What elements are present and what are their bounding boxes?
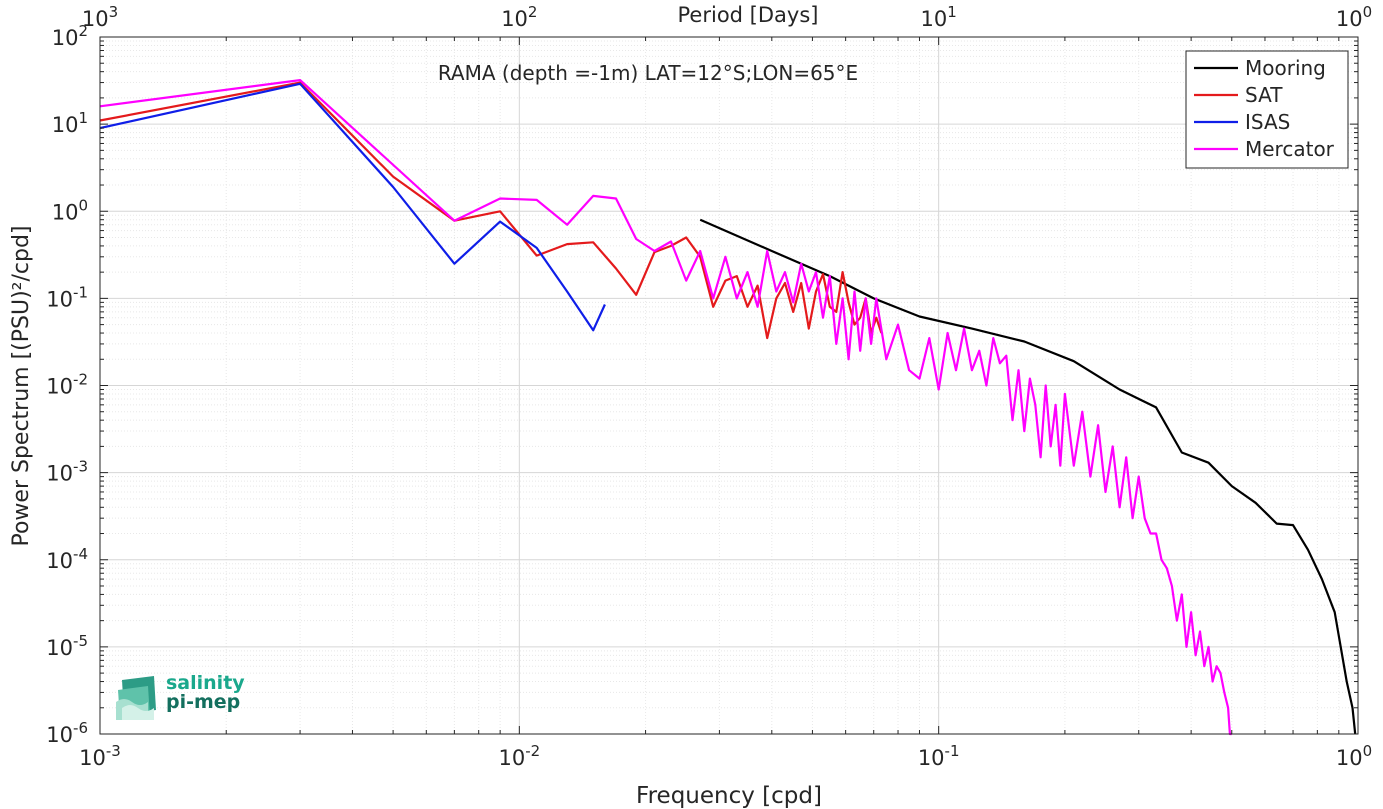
x-axis-label: Frequency [cpd] bbox=[636, 783, 822, 809]
legend: Mooring SAT ISAS Mercator bbox=[1185, 50, 1349, 169]
series-line-isas bbox=[99, 82, 606, 332]
legend-label-mooring: Mooring bbox=[1245, 56, 1326, 80]
x-tick-label: 10-2 bbox=[498, 742, 540, 770]
y-tick-label: 10-3 bbox=[46, 458, 88, 486]
salinity-pimep-logo: salinity pi-mep bbox=[114, 672, 254, 724]
y-axis-label: Power Spectrum [(PSU)²/cpd] bbox=[9, 225, 34, 546]
y-tick-label: 10-1 bbox=[46, 283, 88, 311]
x-tick-label: 10-1 bbox=[918, 742, 960, 770]
series-line-mooring bbox=[699, 218, 1357, 735]
waves-icon bbox=[116, 676, 156, 720]
series-line-mercator bbox=[99, 78, 1232, 736]
y-tick-label: 10-2 bbox=[46, 371, 88, 399]
grid-lines bbox=[99, 37, 1358, 735]
x-tick-label: 100 bbox=[1336, 742, 1372, 770]
x-tick-label: 10-3 bbox=[79, 742, 121, 770]
y-tick-label: 100 bbox=[52, 196, 88, 224]
y-tick-label: 101 bbox=[52, 109, 88, 137]
top-tick-label: 103 bbox=[82, 3, 118, 31]
logo-line1: salinity bbox=[166, 672, 245, 694]
legend-label-sat: SAT bbox=[1245, 83, 1283, 107]
y-tick-label: 10-5 bbox=[46, 632, 88, 660]
chart-title: RAMA (depth =-1m) LAT=12°S;LON=65°E bbox=[438, 61, 858, 85]
top-axis-label: Period [Days] bbox=[678, 3, 819, 27]
top-tick-label: 102 bbox=[501, 3, 537, 31]
y-tick-label: 102 bbox=[52, 22, 88, 50]
series-line-sat bbox=[99, 81, 883, 340]
legend-label-isas: ISAS bbox=[1245, 110, 1290, 134]
series-lines bbox=[99, 78, 1357, 736]
top-tick-label: 100 bbox=[1336, 3, 1372, 31]
y-tick-label: 10-4 bbox=[46, 545, 88, 573]
top-tick-label: 101 bbox=[921, 3, 957, 31]
legend-label-mercator: Mercator bbox=[1245, 137, 1335, 161]
y-tick-label: 10-6 bbox=[46, 719, 88, 747]
logo-line2: pi-mep bbox=[166, 691, 241, 713]
tick-marks bbox=[99, 37, 1358, 735]
